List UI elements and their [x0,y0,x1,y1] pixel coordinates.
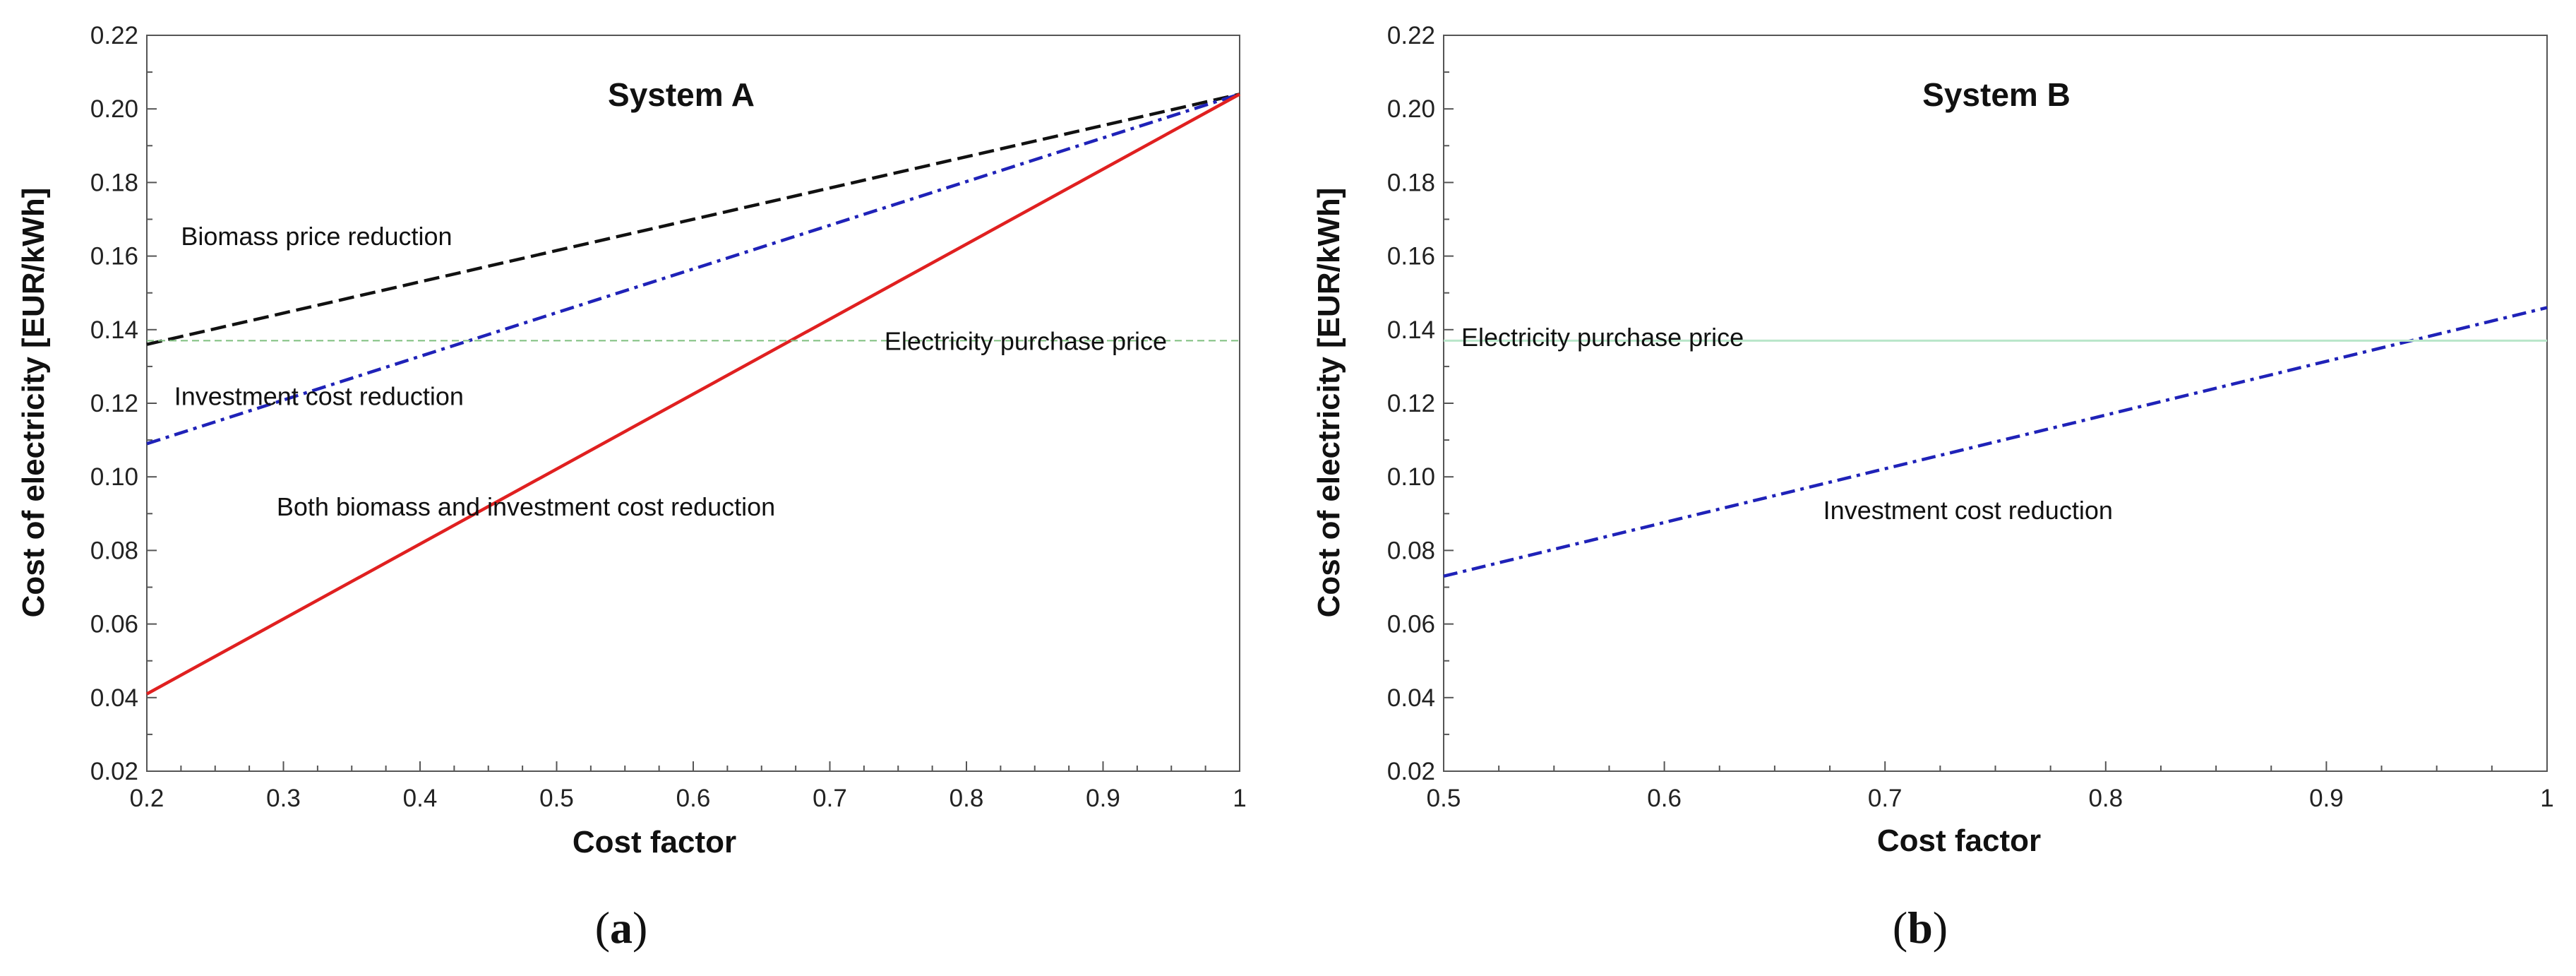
panel-b: 0.02 0.04 0.06 0.08 0.10 0.12 0.14 0.16 0.18 0.20… [1312,22,2554,953]
annotation-label: Biomass price reduction [181,222,452,251]
x-axis-label-a: Cost factor [573,825,736,859]
y-tick-label: 0.16 [90,243,138,270]
y-tick-label: 0.14 [90,316,138,344]
caption-letter-a: a [610,903,633,953]
y-tick-label: 0.20 [1387,95,1435,123]
x-axis-label-b: Cost factor [1877,823,2041,858]
chart-title-a: System A [608,76,755,113]
y-tick-label: 0.08 [1387,537,1435,564]
y-tick-label: 0.06 [1387,611,1435,638]
plot-frame-b [1443,35,2548,772]
caption-b: (b) [1893,903,1948,953]
annotation-label: Both biomass and investment cost reducti… [277,492,775,521]
x-tick-label: 0.4 [403,785,438,812]
x-tick-label: 1 [2540,785,2553,812]
y-tick-label: 0.10 [1387,463,1435,491]
x-tick-label: 1 [1233,785,1246,812]
y-tick-label: 0.20 [90,95,138,123]
y-ticks-a: 0.02 0.04 0.06 0.08 0.10 0.12 0.14 0.16 0.18 0.20… [90,22,157,785]
y-tick-label: 0.02 [90,758,138,785]
x-ticks-a: 0.2 0.3 0.4 0.5 0.6 0.7 0.8 0.9 1 [130,761,1247,812]
y-tick-label: 0.02 [1387,758,1435,785]
y-tick-label: 0.04 [90,684,138,712]
annotations-a: Biomass price reduction Investment cost r… [174,222,1167,521]
x-tick-label: 0.9 [2309,785,2344,812]
series-line-investment-cost-reduction [146,93,1240,446]
annotation-label: Electricity purchase price [885,326,1167,355]
x-tick-label: 0.7 [813,785,847,812]
x-tick-label: 0.2 [130,785,164,812]
y-tick-label: 0.08 [90,537,138,564]
y-axis-label-b: Cost of electricity [EUR/kWh] [1312,188,1346,618]
series-a [145,93,1241,696]
x-tick-label: 0.6 [1647,785,1682,812]
y-tick-label: 0.12 [90,390,138,417]
chart-title-b: System B [1922,76,2071,113]
series-line-biomass-price-reduction [146,93,1240,346]
x-tick-label: 0.9 [1086,785,1120,812]
y-tick-label: 0.18 [90,169,138,196]
x-tick-label: 0.7 [1868,785,1903,812]
y-axis-label-a: Cost of electricity [EUR/kWh] [16,188,51,618]
x-tick-label: 0.8 [2088,785,2123,812]
caption-a: (a) [595,903,648,953]
y-tick-label: 0.18 [1387,169,1435,196]
y-tick-label: 0.06 [90,611,138,638]
y-tick-label: 0.22 [1387,22,1435,49]
series-line-investment-cost-reduction [1443,306,2548,578]
series-line-both-biomass-and-investment-cost-reduction [145,93,1241,696]
y-tick-label: 0.04 [1387,684,1435,712]
x-tick-label: 0.5 [539,785,574,812]
annotation-label: Investment cost reduction [174,382,464,411]
y-tick-label: 0.10 [90,463,138,491]
x-tick-label: 0.5 [1427,785,1461,812]
x-tick-label: 0.6 [676,785,711,812]
y-tick-label: 0.16 [1387,243,1435,270]
x-ticks-b: 0.5 0.6 0.7 0.8 0.9 1 [1427,761,2554,812]
y-ticks-b: 0.02 0.04 0.06 0.08 0.10 0.12 0.14 0.16 0.18 0.20… [1387,22,1454,785]
panel-a: 0.020.040.060.080.100.120.140.160.180.20… [16,22,1247,953]
y-tick-label: 0.12 [1387,390,1435,417]
annotation-label: Electricity purchase price [1461,323,1744,352]
x-tick-label: 0.3 [266,785,301,812]
x-tick-label: 0.8 [949,785,984,812]
annotation-label: Investment cost reduction [1823,496,2113,525]
caption-letter-b: b [1907,903,1933,953]
y-tick-label: 0.22 [90,22,138,49]
y-tick-label: 0.14 [1387,316,1435,344]
series-b [1443,306,2548,578]
annotations-b: Electricity purchase price Investment cos… [1461,323,2113,525]
